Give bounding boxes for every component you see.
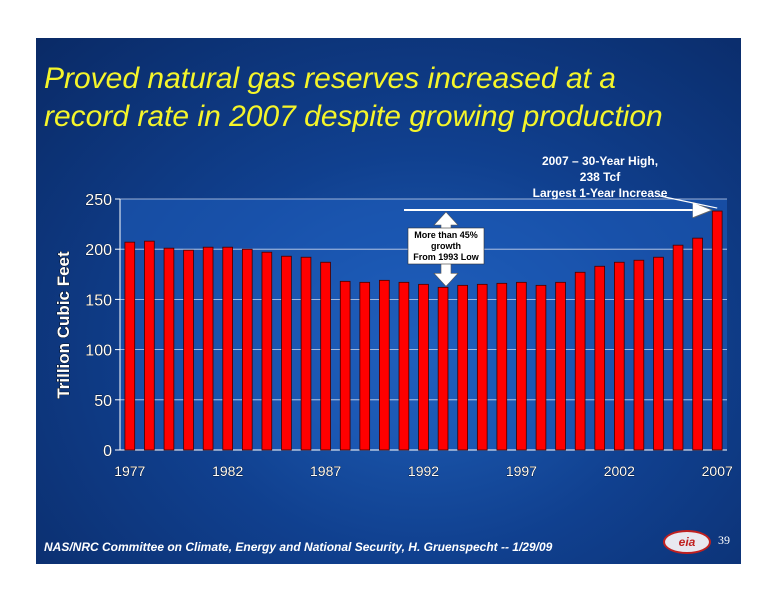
growth-annotation-box <box>407 227 485 265</box>
bar-1998 <box>535 284 547 451</box>
bar-1992 <box>418 283 429 451</box>
x-tick-label: 2007 <box>702 463 733 479</box>
bar-2004 <box>653 256 664 451</box>
bar-1980 <box>183 249 194 451</box>
bar-2007 <box>711 210 723 451</box>
bar-2000 <box>574 271 586 451</box>
y-tick-label: 100 <box>85 343 112 360</box>
annotation-pointer <box>659 195 718 209</box>
bar-1982 <box>222 246 233 451</box>
bar-2003 <box>633 259 645 451</box>
eia-logo: eia <box>663 530 711 554</box>
annotation-high-line: 238 Tcf <box>580 170 621 184</box>
bar-1991 <box>398 281 410 451</box>
y-tick-label: 250 <box>85 192 112 209</box>
x-tick-label: 1997 <box>506 463 537 479</box>
bar-1997 <box>516 281 527 451</box>
bar-1990 <box>379 279 390 451</box>
bar-1996 <box>496 282 508 451</box>
bar-1977 <box>124 241 136 451</box>
y-tick-label: 200 <box>85 242 112 259</box>
growth-annotation-line: More than 45% <box>414 230 478 240</box>
y-axis-label: Trillion Cubic Feet <box>54 251 73 399</box>
title-line-2: record rate in 2007 despite growing prod… <box>44 100 663 133</box>
page-number: 39 <box>718 533 730 547</box>
x-tick-label: 1987 <box>310 463 341 479</box>
x-tick-label: 1982 <box>212 463 243 479</box>
y-tick-label: 150 <box>85 292 112 309</box>
bar-1983 <box>241 248 253 451</box>
bar-1988 <box>339 280 351 451</box>
growth-annotation-line: From 1993 Low <box>413 252 480 262</box>
bar-2005 <box>672 244 684 451</box>
bar-1981 <box>202 246 214 451</box>
bar-2001 <box>594 265 606 451</box>
bar-1986 <box>300 256 312 451</box>
bar-1984 <box>261 251 273 451</box>
bar-2006 <box>692 237 703 451</box>
bar-1985 <box>281 255 292 451</box>
x-tick-label: 1992 <box>408 463 439 479</box>
y-tick-label: 0 <box>103 443 112 460</box>
annotation-high-line: 2007 – 30-Year High, <box>542 154 658 168</box>
bar-2002 <box>614 261 625 451</box>
annotation-high-line: Largest 1-Year Increase <box>533 186 668 200</box>
bar-1987 <box>320 261 331 451</box>
bar-1995 <box>476 283 488 451</box>
footer-citation: NAS/NRC Committee on Climate, Energy and… <box>44 540 553 554</box>
y-tick-label: 50 <box>94 393 112 410</box>
x-tick-label: 1977 <box>114 463 145 479</box>
bar-1993 <box>437 286 449 451</box>
x-tick-label: 2002 <box>604 463 635 479</box>
slide-title: Proved natural gas reserves increased at… <box>44 60 734 136</box>
bar-1994 <box>457 284 468 451</box>
title-line-1: Proved natural gas reserves increased at… <box>44 62 616 95</box>
bar-1979 <box>163 247 175 451</box>
growth-annotation-line: growth <box>431 241 461 251</box>
eia-logo-text: eia <box>678 535 696 549</box>
bar-1978 <box>144 240 155 451</box>
bar-1989 <box>359 281 371 451</box>
bar-1999 <box>555 281 566 451</box>
